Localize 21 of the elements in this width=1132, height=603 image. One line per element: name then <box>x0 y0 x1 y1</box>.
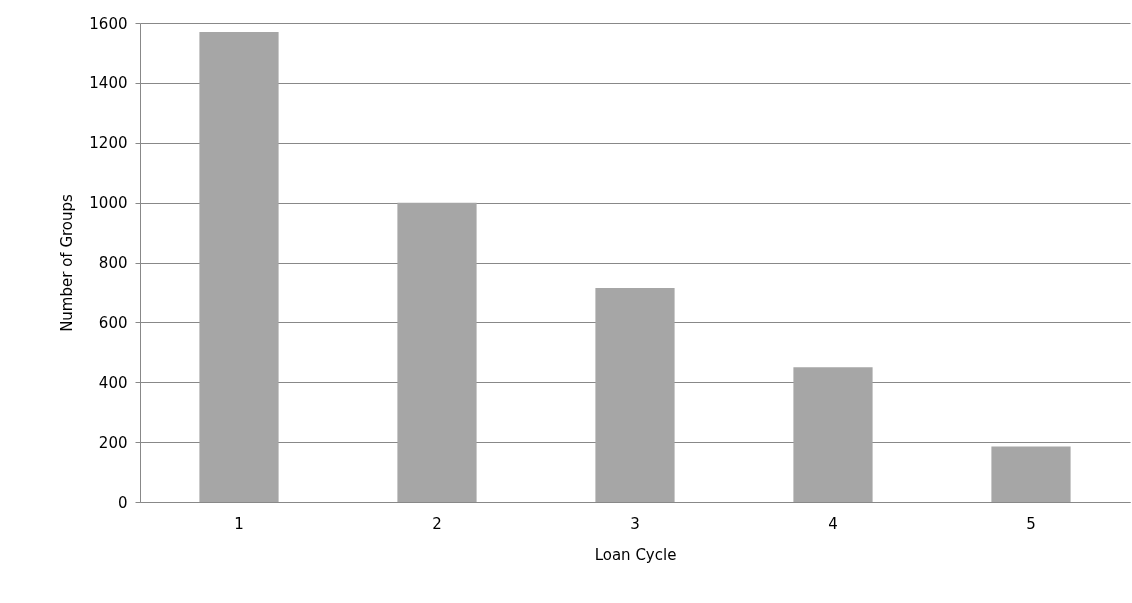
y-axis-title: Number of Groups <box>58 193 77 332</box>
y-tick-label: 1600 <box>89 14 128 33</box>
bar <box>595 287 675 502</box>
y-tick-label: 0 <box>117 493 128 512</box>
y-tick-label: 1200 <box>89 134 128 153</box>
x-tick-label: 1 <box>234 514 244 533</box>
y-tick-label: 200 <box>98 433 128 452</box>
y-tick-label: 800 <box>98 254 128 272</box>
x-tick-label: 4 <box>828 514 838 533</box>
y-tick-label: 400 <box>98 373 128 392</box>
bar <box>793 367 873 502</box>
y-tick-label: 600 <box>98 313 128 332</box>
x-tick-label: 5 <box>1026 514 1036 533</box>
bar <box>199 31 279 502</box>
bar <box>991 446 1071 502</box>
x-axis-title: Loan Cycle <box>594 545 677 564</box>
x-tick-label: 2 <box>432 514 442 533</box>
y-tick-label: 1000 <box>89 194 128 213</box>
x-tick-label: 3 <box>630 514 640 533</box>
y-tick-label: 1400 <box>89 74 128 93</box>
bar <box>397 202 477 502</box>
